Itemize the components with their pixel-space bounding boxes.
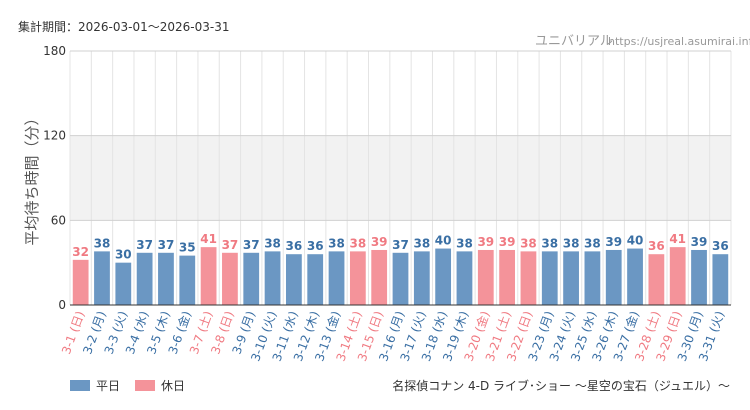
data-label: 32 bbox=[72, 245, 89, 259]
data-label: 39 bbox=[691, 235, 708, 249]
bar bbox=[563, 251, 579, 305]
y-tick-label: 0 bbox=[58, 298, 66, 312]
bar bbox=[307, 254, 324, 305]
data-label: 38 bbox=[563, 236, 580, 250]
site-url: https://usjreal.asumirai.info bbox=[608, 35, 750, 48]
bar bbox=[605, 249, 622, 305]
bar bbox=[669, 247, 686, 305]
data-label: 39 bbox=[605, 235, 622, 249]
bar bbox=[222, 252, 238, 305]
data-label: 30 bbox=[115, 248, 132, 262]
data-label: 38 bbox=[264, 236, 281, 250]
bar bbox=[200, 247, 217, 305]
data-label: 36 bbox=[307, 239, 324, 253]
bar bbox=[94, 251, 110, 305]
data-label: 36 bbox=[648, 239, 665, 253]
bar bbox=[691, 249, 707, 305]
data-label: 37 bbox=[243, 238, 260, 252]
bar bbox=[285, 254, 302, 305]
data-label: 38 bbox=[94, 236, 111, 250]
legend-label-weekday: 平日 bbox=[96, 379, 120, 393]
y-tick-label: 120 bbox=[43, 129, 66, 143]
bar bbox=[349, 251, 366, 305]
site-name: ユニバリアル bbox=[535, 34, 613, 49]
data-label: 41 bbox=[200, 232, 217, 246]
data-label: 41 bbox=[669, 232, 686, 246]
data-label: 39 bbox=[371, 235, 388, 249]
bar bbox=[158, 252, 174, 305]
bar bbox=[328, 251, 345, 305]
y-tick-label: 180 bbox=[43, 44, 66, 58]
bar bbox=[435, 248, 452, 305]
data-labels: 32 38 30 37 37 35 41 37 37 38 36 36 38 38 39 37 38 40 38 39… bbox=[72, 232, 728, 262]
data-label: 39 bbox=[477, 235, 494, 249]
data-label: 35 bbox=[179, 241, 196, 255]
bar bbox=[520, 251, 537, 305]
bar bbox=[179, 255, 196, 305]
bar bbox=[648, 254, 665, 305]
data-label: 38 bbox=[541, 236, 558, 250]
x-axis-ticks: 3-1 (日)3-2 (月)3-3 (火)3-4 (水)3-5 (木)3-6 (… bbox=[59, 309, 727, 363]
bar bbox=[371, 249, 388, 305]
bar bbox=[115, 262, 132, 305]
bar bbox=[264, 251, 281, 305]
data-label: 38 bbox=[328, 236, 345, 250]
legend-swatch-weekday bbox=[70, 380, 90, 391]
chart-caption: 名探偵コナン 4-D ライブ･ショー ～星空の宝石（ジュエル）～ bbox=[392, 378, 730, 393]
data-label: 38 bbox=[456, 236, 473, 250]
data-label: 36 bbox=[286, 239, 303, 253]
bar bbox=[136, 252, 153, 305]
data-label: 38 bbox=[350, 236, 367, 250]
data-label: 38 bbox=[413, 236, 430, 250]
bar bbox=[584, 251, 601, 305]
data-label: 37 bbox=[158, 238, 175, 252]
bar bbox=[72, 259, 89, 305]
bar bbox=[413, 251, 430, 305]
legend-swatch-holiday bbox=[135, 380, 155, 391]
period-label: 集計期間：2026-03-01～2026-03-31 bbox=[18, 19, 229, 34]
y-tick-label: 60 bbox=[51, 213, 66, 227]
data-label: 37 bbox=[136, 238, 153, 252]
legend: 平日 休日 bbox=[70, 379, 185, 393]
y-axis-label: 平均待ち時間（分） bbox=[23, 110, 41, 245]
bar bbox=[541, 251, 558, 305]
data-label: 37 bbox=[392, 238, 409, 252]
bar bbox=[456, 251, 473, 305]
bar bbox=[392, 252, 409, 305]
data-label: 37 bbox=[222, 238, 239, 252]
gridlines bbox=[69, 50, 732, 306]
data-label: 40 bbox=[627, 234, 644, 248]
legend-label-holiday: 休日 bbox=[161, 379, 185, 393]
data-label: 39 bbox=[499, 235, 516, 249]
bar bbox=[499, 249, 516, 305]
data-label: 40 bbox=[435, 234, 452, 248]
data-label: 36 bbox=[712, 239, 729, 253]
data-label: 38 bbox=[584, 236, 601, 250]
y-axis-ticks: 0 60 120 180 bbox=[43, 44, 66, 312]
bar bbox=[712, 254, 729, 305]
data-label: 38 bbox=[520, 236, 537, 250]
shaded-band bbox=[70, 135, 731, 221]
bar bbox=[477, 249, 494, 305]
bar bbox=[243, 252, 260, 305]
bar bbox=[627, 248, 643, 305]
bars bbox=[72, 247, 729, 305]
